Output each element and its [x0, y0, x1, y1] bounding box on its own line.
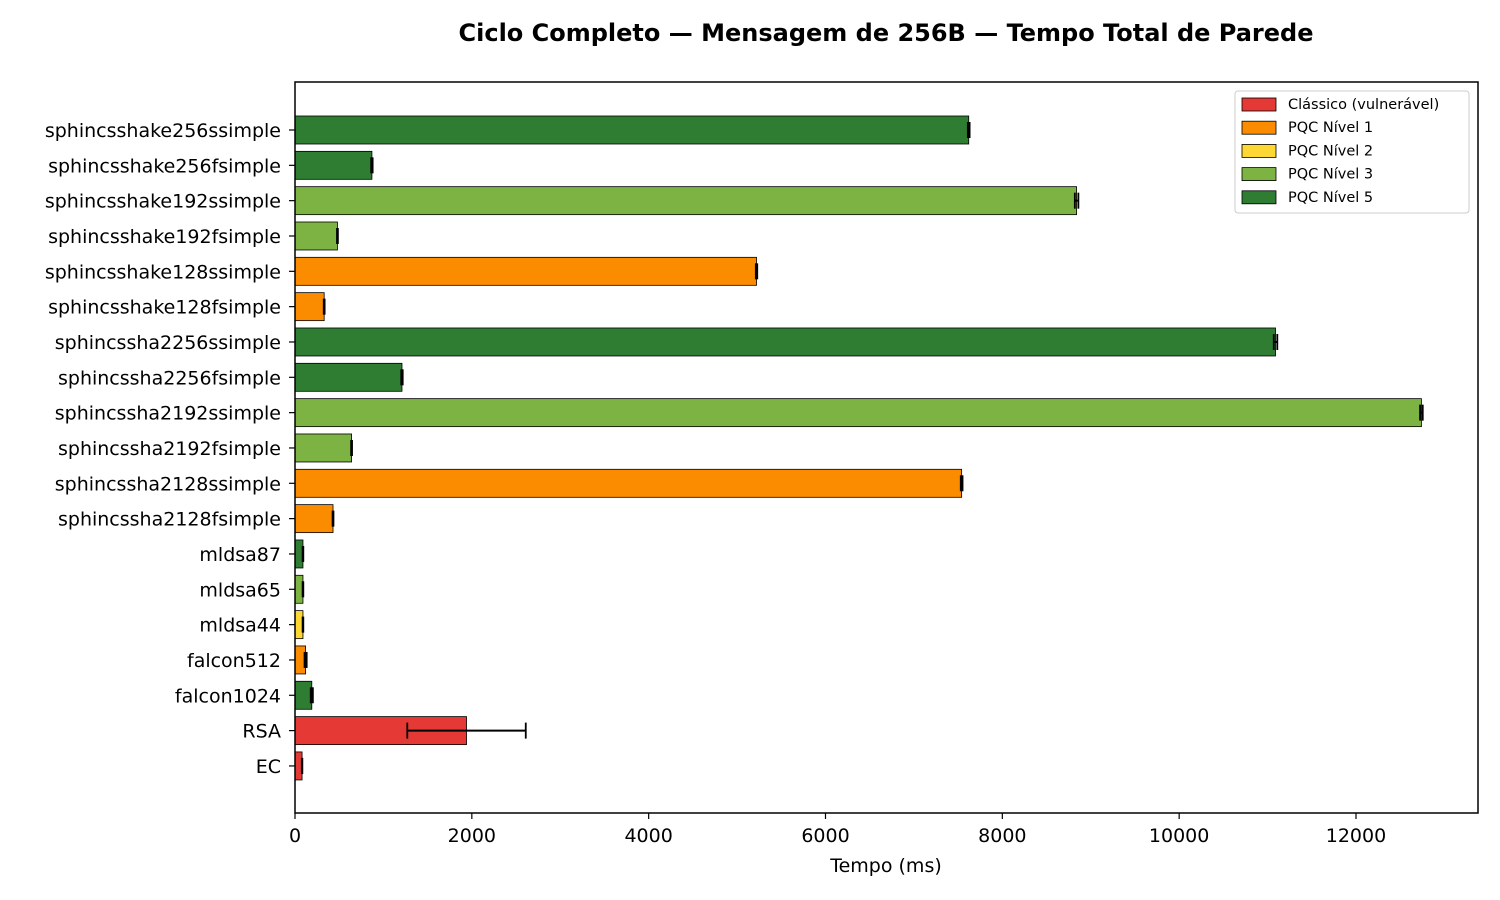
- y-tick-label: sphincsshake128ssimple: [45, 261, 281, 283]
- x-axis: 0 2000 4000 6000 8000 10000 12000: [289, 813, 1386, 847]
- chart-title: Ciclo Completo — Mensagem de 256B — Temp…: [459, 19, 1314, 47]
- legend-swatch: [1241, 120, 1277, 135]
- y-tick-label: mldsa65: [199, 579, 281, 601]
- y-tick-label: sphincssha2192fsimple: [58, 438, 281, 460]
- legend-label: PQC Nível 5: [1288, 190, 1373, 206]
- bar-sphincssha2128ssimple: [294, 468, 963, 498]
- legend: Clássico (vulnerável) PQC Nível 1 PQC Níve…: [1234, 90, 1470, 214]
- bar-sphincsshake192ssimple: [294, 186, 1077, 216]
- y-tick-label: sphincssha2128ssimple: [55, 473, 281, 495]
- y-tick-label: mldsa44: [199, 615, 281, 637]
- y-tick-label: sphincsshake256ssimple: [45, 120, 281, 142]
- y-tick-label: sphincsshake192ssimple: [45, 191, 281, 213]
- legend-label: PQC Nível 1: [1288, 120, 1373, 136]
- x-tick-label: 4000: [624, 825, 672, 847]
- y-tick-label: mldsa87: [199, 544, 281, 566]
- y-tick-label: EC: [256, 756, 281, 778]
- legend-box: [1234, 90, 1470, 214]
- y-axis: sphincsshake256ssimple sphincsshake256fsi…: [45, 120, 295, 778]
- y-tick-label: falcon1024: [175, 685, 281, 707]
- bar-sphincssha2256fsimple: [294, 362, 403, 392]
- legend-swatch: [1241, 167, 1277, 182]
- y-tick-label: sphincsshake192fsimple: [48, 226, 281, 248]
- plot-frame: [294, 81, 1479, 814]
- x-tick-label: 0: [289, 825, 301, 847]
- y-tick-label: sphincsshake256fsimple: [48, 155, 281, 177]
- legend-label: PQC Nível 2: [1288, 143, 1373, 159]
- bars-layer: [294, 115, 1422, 781]
- legend-swatch: [1241, 190, 1277, 205]
- bar-falcon1024: [294, 680, 313, 710]
- y-tick-label: sphincssha2128fsimple: [58, 509, 281, 531]
- x-axis-title: Tempo (ms): [829, 855, 942, 877]
- bar-sphincsshake128ssimple: [294, 256, 757, 286]
- y-tick-label: sphincssha2256ssimple: [55, 332, 281, 354]
- x-tick-label: 10000: [1149, 825, 1209, 847]
- y-tick-label: RSA: [242, 721, 281, 743]
- legend-swatch: [1241, 143, 1277, 158]
- x-tick-label: 2000: [448, 825, 496, 847]
- x-tick-label: 12000: [1326, 825, 1386, 847]
- bar-sphincsshake128fsimple: [294, 292, 325, 322]
- legend-swatch: [1241, 97, 1277, 112]
- bar-sphincssha2192ssimple: [294, 398, 1422, 428]
- legend-label: Clássico (vulnerável): [1288, 97, 1439, 113]
- bar-sphincsshake256fsimple: [294, 150, 373, 180]
- y-tick-label: falcon512: [187, 650, 281, 672]
- x-tick-label: 6000: [801, 825, 849, 847]
- y-tick-label: sphincssha2192ssimple: [55, 403, 281, 425]
- y-tick-label: sphincssha2256fsimple: [58, 367, 281, 389]
- bar-sphincssha2192fsimple: [294, 433, 352, 463]
- bar-sphincssha2256ssimple: [294, 327, 1276, 357]
- y-tick-label: sphincsshake128fsimple: [48, 297, 281, 319]
- legend-label: PQC Nível 3: [1288, 167, 1373, 183]
- error-bars-layer: [300, 122, 1424, 774]
- bar-sphincsshake192fsimple: [294, 221, 338, 251]
- x-tick-label: 8000: [978, 825, 1026, 847]
- bar-sphincsshake256ssimple: [294, 115, 970, 145]
- bar-sphincssha2128fsimple: [294, 504, 334, 534]
